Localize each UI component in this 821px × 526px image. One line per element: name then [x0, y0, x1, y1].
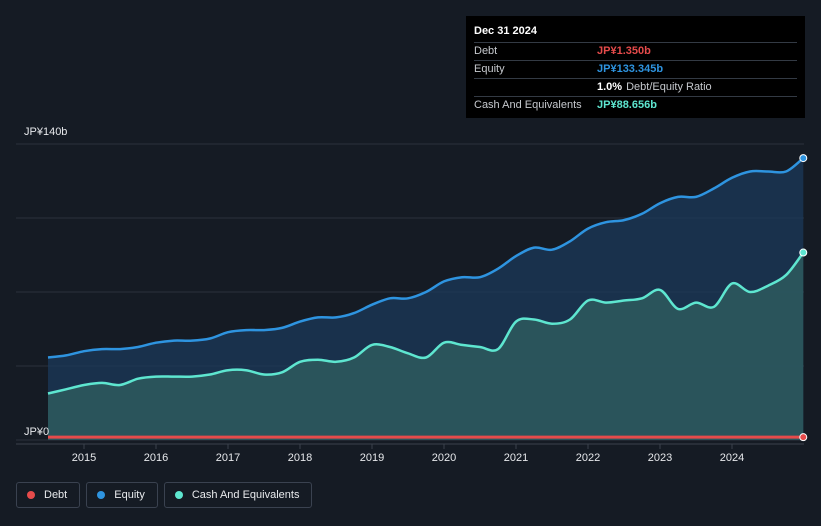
y-axis-top-label: JP¥140b: [24, 126, 67, 138]
debt-end-marker: [799, 433, 808, 442]
x-tick-label: 2017: [216, 452, 240, 464]
tooltip-row-cash: Cash And Equivalents JP¥88.656b: [474, 96, 797, 114]
x-axis-ticks: 2015 2016 2017 2018 2019 2020 2021 2022 2023 2024: [72, 444, 744, 464]
tooltip-value: JP¥1.350b: [597, 45, 651, 57]
series-areas: [48, 158, 804, 440]
equity-end-marker: [799, 154, 808, 163]
legend-item-equity[interactable]: Equity: [86, 482, 158, 508]
tooltip-label: Debt: [474, 45, 498, 57]
tooltip-row-ratio: 1.0% Debt/Equity Ratio: [474, 78, 797, 96]
tooltip-ratio-label: Debt/Equity Ratio: [626, 81, 712, 93]
legend-item-cash[interactable]: Cash And Equivalents: [163, 482, 313, 508]
legend-label: Equity: [114, 489, 145, 501]
dot-icon: [97, 491, 106, 499]
equity-line: [47, 157, 805, 359]
tooltip-row-debt: Debt JP¥1.350b: [474, 42, 797, 60]
dot-icon: [27, 491, 35, 499]
cash-and-equivalents-end-marker: [799, 248, 808, 257]
dot-icon: [174, 491, 183, 499]
cash-and-equivalents-line: [47, 251, 805, 395]
tooltip-value: JP¥88.656b: [597, 99, 657, 111]
legend-label: Debt: [44, 489, 68, 501]
x-tick-label: 2024: [720, 452, 744, 464]
tooltip-label: Equity: [474, 63, 505, 75]
tooltip-label: Cash And Equivalents: [474, 99, 582, 111]
tooltip-value: JP¥133.345b: [597, 63, 664, 75]
cash-and-equivalents-area: [48, 252, 804, 440]
tooltip-date: Dec 31 2024: [474, 25, 537, 37]
tooltip-label: [474, 79, 597, 96]
end-markers: [799, 154, 808, 442]
tooltip-ratio-value: 1.0%: [597, 81, 623, 93]
x-tick-label: 2021: [504, 452, 528, 464]
tooltip-row-equity: Equity JP¥133.345b: [474, 60, 797, 78]
y-axis-bottom-label: JP¥0: [24, 426, 49, 438]
legend-label: Cash And Equivalents: [191, 489, 300, 501]
tooltip-panel: Dec 31 2024 Debt JP¥1.350b Equity JP¥133…: [466, 16, 805, 118]
series-lines: [47, 157, 805, 439]
legend: Debt Equity Cash And Equivalents: [16, 482, 313, 508]
x-tick-label: 2018: [288, 452, 312, 464]
x-tick-label: 2016: [144, 452, 168, 464]
x-tick-label: 2022: [576, 452, 600, 464]
legend-item-debt[interactable]: Debt: [16, 482, 81, 508]
x-tick-label: 2015: [72, 452, 96, 464]
x-tick-label: 2023: [648, 452, 672, 464]
x-tick-label: 2020: [432, 452, 456, 464]
x-tick-label: 2019: [360, 452, 384, 464]
